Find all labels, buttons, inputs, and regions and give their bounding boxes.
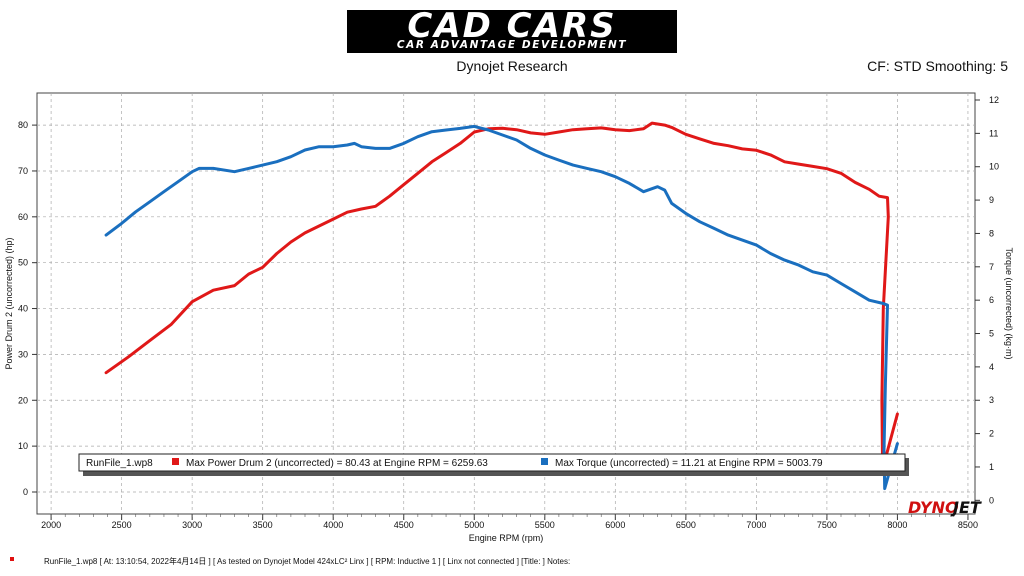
chart-subtitle: Dynojet Research bbox=[456, 58, 568, 74]
footer-run-info: RunFile_1.wp8 [ At: 13:10:54, 2022年4月14日… bbox=[44, 557, 571, 566]
legend-power-entry: Max Power Drum 2 (uncorrected) = 80.43 a… bbox=[186, 458, 488, 469]
x-tick-label: 8000 bbox=[887, 520, 907, 530]
y-right-tick-label: 4 bbox=[989, 362, 994, 372]
y-left-tick-label: 0 bbox=[23, 487, 28, 497]
axes: 2000 2500 3000 3500 4000 4500 5000 5500 6000 6500… bbox=[4, 95, 1014, 543]
x-tick-label: 6000 bbox=[605, 520, 625, 530]
y-left-tick-label: 10 bbox=[18, 441, 28, 451]
logo-sub-text: CAR ADVANTAGE DEVELOPMENT bbox=[396, 39, 628, 51]
y-right-tick-label: 2 bbox=[989, 429, 994, 439]
correction-factor-info: CF: STD Smoothing: 5 bbox=[867, 58, 1008, 74]
legend-power-swatch bbox=[172, 458, 179, 465]
y-right-tick-label: 6 bbox=[989, 295, 994, 305]
x-tick-label: 7000 bbox=[746, 520, 766, 530]
y-left-tick-label: 60 bbox=[18, 212, 28, 222]
x-tick-label: 8500 bbox=[958, 520, 978, 530]
y-right-tick-label: 12 bbox=[989, 95, 999, 105]
y-left-axis-label: Power Drum 2 (uncorrected) (hp) bbox=[4, 237, 14, 369]
y-right-tick-label: 9 bbox=[989, 195, 994, 205]
power-series-line bbox=[104, 121, 899, 471]
y-right-tick-label: 3 bbox=[989, 395, 994, 405]
x-axis-label: Engine RPM (rpm) bbox=[469, 533, 544, 543]
y-left-tick-label: 50 bbox=[18, 258, 28, 268]
x-tick-label: 5500 bbox=[535, 520, 555, 530]
x-tick-label: 6500 bbox=[676, 520, 696, 530]
x-tick-label: 5000 bbox=[464, 520, 484, 530]
x-tick-label: 4500 bbox=[394, 520, 414, 530]
legend-torque-entry: Max Torque (uncorrected) = 11.21 at Engi… bbox=[555, 458, 823, 469]
y-left-tick-label: 70 bbox=[18, 166, 28, 176]
dynojet-brand-red: DYNO bbox=[908, 498, 959, 517]
footer-marker-icon bbox=[10, 557, 14, 561]
y-left-tick-label: 80 bbox=[18, 120, 28, 130]
y-left-tick-label: 20 bbox=[18, 395, 28, 405]
y-right-tick-label: 8 bbox=[989, 228, 994, 238]
y-left-tick-label: 40 bbox=[18, 304, 28, 314]
legend-run-name: RunFile_1.wp8 bbox=[86, 458, 153, 469]
dynojet-brand-black: JET bbox=[950, 498, 982, 517]
x-tick-label: 4000 bbox=[323, 520, 343, 530]
x-tick-label: 3000 bbox=[182, 520, 202, 530]
series-layer bbox=[104, 121, 899, 491]
legend: RunFile_1.wp8 Max Power Drum 2 (uncorrect… bbox=[78, 453, 909, 476]
x-tick-label: 2500 bbox=[112, 520, 132, 530]
legend-torque-swatch bbox=[541, 458, 548, 465]
y-right-tick-label: 7 bbox=[989, 262, 994, 272]
x-tick-label: 3500 bbox=[253, 520, 273, 530]
y-right-tick-label: 0 bbox=[989, 495, 994, 505]
x-tick-label: 2000 bbox=[41, 520, 61, 530]
plot-frame bbox=[36, 92, 976, 515]
y-right-tick-label: 5 bbox=[989, 329, 994, 339]
y-left-tick-label: 30 bbox=[18, 349, 28, 359]
y-right-tick-label: 1 bbox=[989, 462, 994, 472]
y-right-tick-label: 11 bbox=[989, 128, 998, 138]
legend-box bbox=[78, 453, 906, 472]
y-right-axis-label: Torque (uncorrected) (kg·m) bbox=[1004, 247, 1014, 359]
x-tick-label: 7500 bbox=[817, 520, 837, 530]
plot-area bbox=[36, 92, 976, 515]
cad-cars-logo: CAD CARS CAR ADVANTAGE DEVELOPMENT bbox=[347, 6, 677, 53]
logo-main-text: CAD CARS bbox=[407, 6, 617, 46]
dynojet-brand: DYNO JET bbox=[908, 498, 982, 517]
y-right-tick-label: 10 bbox=[989, 162, 999, 172]
torque-series-line bbox=[104, 124, 899, 491]
